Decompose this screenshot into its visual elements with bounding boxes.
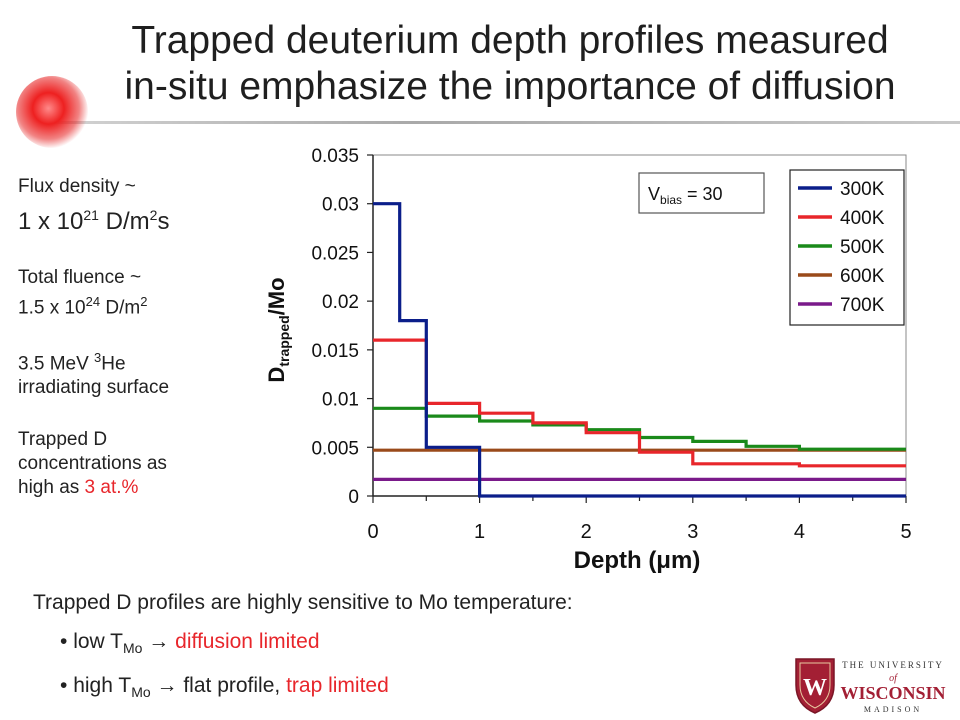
svg-text:Vbias = 30: Vbias = 30 (648, 184, 723, 207)
y-tick-label: 0.025 (311, 243, 359, 264)
svg-text:MADISON: MADISON (864, 705, 922, 714)
total-fluence-label: Total fluence ~ (18, 267, 142, 288)
x-tick-label: 3 (687, 521, 698, 543)
beam-block: 3.5 MeV 3He irradiating surface (18, 346, 169, 400)
x-tick-label: 2 (581, 521, 592, 543)
slide-title-line-1: Trapped deuterium depth profiles measure… (131, 19, 889, 62)
bullet-dot: • (60, 674, 68, 697)
slide-title-line-2: in-situ emphasize the importance of diff… (124, 65, 896, 108)
trapped-line-1: Trapped D (18, 429, 108, 450)
legend-label: 300K (840, 179, 885, 200)
depth-profile-chart: 0 0.005 0.01 0.015 0.02 0.025 0.03 0.035 0 1 2 3 4 5 3… (264, 146, 912, 574)
trapped-concentration-block: Trapped D concentrations as high as 3 at… (18, 428, 167, 500)
legend-label: 600K (840, 266, 885, 287)
y-tick-label: 0.005 (311, 438, 359, 459)
total-fluence-value: 1.5 x 1024 D/m2 (18, 294, 148, 319)
slide-title: Trapped deuterium depth profiles measure… (60, 18, 960, 110)
legend-label: 700K (840, 295, 885, 316)
arrow-icon: → (156, 674, 178, 697)
svg-text:of: of (889, 673, 898, 684)
x-tick-label: 5 (900, 521, 911, 543)
trapped-line-2: concentrations as (18, 453, 167, 474)
legend-label: 400K (840, 208, 885, 229)
flux-density-value: 1 x 1021 D/m2s (18, 207, 170, 235)
x-tick-label: 4 (794, 521, 805, 543)
conclusion-line: Trapped D profiles are highly sensitive … (33, 591, 573, 614)
bullet-high-temperature: • high TMo → flat profile, trap limited (60, 674, 389, 701)
total-fluence-block: Total fluence ~ 1.5 x 1024 D/m2 (18, 266, 147, 320)
legend-label: 500K (840, 237, 885, 258)
bullet-dot: • (60, 630, 68, 653)
series-line-500K (373, 406, 906, 451)
x-axis-label: Depth (μm) (574, 547, 701, 574)
beam-line-1: 3.5 MeV 3He (18, 350, 126, 375)
y-tick-label: 0.035 (311, 146, 359, 167)
svg-text:WISCONSIN: WISCONSIN (840, 683, 945, 703)
bias-annotation: Vbias = 30 (638, 172, 765, 214)
beam-line-2: irradiating surface (18, 377, 170, 399)
svg-text:W: W (803, 675, 827, 701)
trapped-line-3: high as 3 at.% (18, 477, 139, 498)
x-tick-label: 0 (367, 521, 378, 543)
x-tick-label: 1 (474, 521, 485, 543)
crest-icon: W (795, 658, 835, 714)
bullet-low-temperature: • low TMo → diffusion limited (60, 630, 320, 657)
y-tick-label: 0.01 (322, 390, 359, 411)
y-axis-label: Dtrapped/Mo (264, 277, 292, 382)
trapped-concentration-highlight: 3 at.% (84, 477, 139, 498)
flux-density-block: Flux density ~ 1 x 1021 D/m2s (18, 175, 169, 238)
series-line-400K (373, 338, 906, 468)
decorative-red-orb (16, 76, 88, 148)
university-logo: W THE UNIVERSITY of WISCONSIN MADISON (795, 658, 946, 714)
svg-text:THE UNIVERSITY: THE UNIVERSITY (842, 660, 944, 670)
series-line-300K (373, 202, 906, 498)
y-tick-label: 0 (348, 487, 359, 508)
title-divider (48, 121, 960, 124)
y-tick-label: 0.03 (322, 195, 359, 216)
arrow-icon: → (148, 630, 170, 653)
y-tick-label: 0.02 (322, 292, 359, 313)
flux-density-label: Flux density ~ (18, 176, 136, 197)
y-tick-label: 0.015 (311, 341, 359, 362)
